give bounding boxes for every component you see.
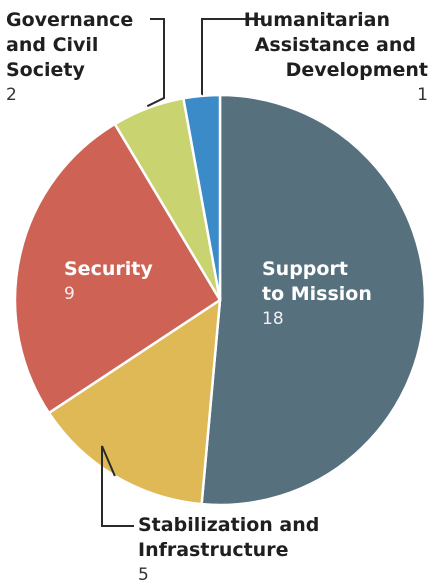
- slice-label-support-to-mission: Support to Mission 18: [262, 257, 372, 332]
- pie-slice-support-to-mission: [200, 93, 427, 507]
- support-to-mission-label-line-2: to Mission: [262, 283, 372, 305]
- security-label-line-1: Security: [64, 258, 153, 280]
- humanitarian-value: 1: [417, 85, 428, 105]
- humanitarian-label-line-3: Development: [285, 59, 428, 81]
- stabilization-label-line-1: Stabilization and: [138, 514, 320, 536]
- slice-label-stabilization-and-infrastructure: Stabilization and Infrastructure 5: [138, 513, 319, 588]
- slice-label-governance-and-civil-society: Governance and Civil Society 2: [6, 8, 133, 108]
- stabilization-label-line-2: Infrastructure: [138, 539, 289, 561]
- pie-slice-humanitarian-assistance-and-development: [181, 93, 222, 301]
- slice-label-humanitarian-assistance-and-development: Humanitarian Assistance and Development …: [244, 8, 428, 108]
- slices-group: [13, 93, 427, 507]
- governance-label-line-1: Governance: [6, 9, 134, 31]
- leader-line-governance: [146, 18, 165, 108]
- slice-label-security: Security 9: [64, 257, 153, 307]
- governance-label-line-2: and Civil: [6, 34, 99, 56]
- leader-line-humanitarian: [201, 18, 262, 96]
- humanitarian-label-line-1: Humanitarian: [243, 9, 390, 31]
- support-to-mission-label-line-1: Support: [262, 258, 348, 280]
- governance-value: 2: [6, 85, 17, 105]
- governance-label-line-3: Society: [6, 59, 85, 81]
- pie-slice-stabilization-and-infrastructure: [47, 297, 222, 506]
- security-value: 9: [64, 284, 75, 304]
- leader-line-stabilization: [101, 445, 134, 527]
- pie-slice-security: [13, 122, 222, 415]
- leader-lines-group: [101, 18, 262, 527]
- stabilization-value: 5: [138, 565, 149, 585]
- support-to-mission-value: 18: [262, 309, 284, 329]
- humanitarian-label-line-2: Assistance and: [254, 34, 416, 56]
